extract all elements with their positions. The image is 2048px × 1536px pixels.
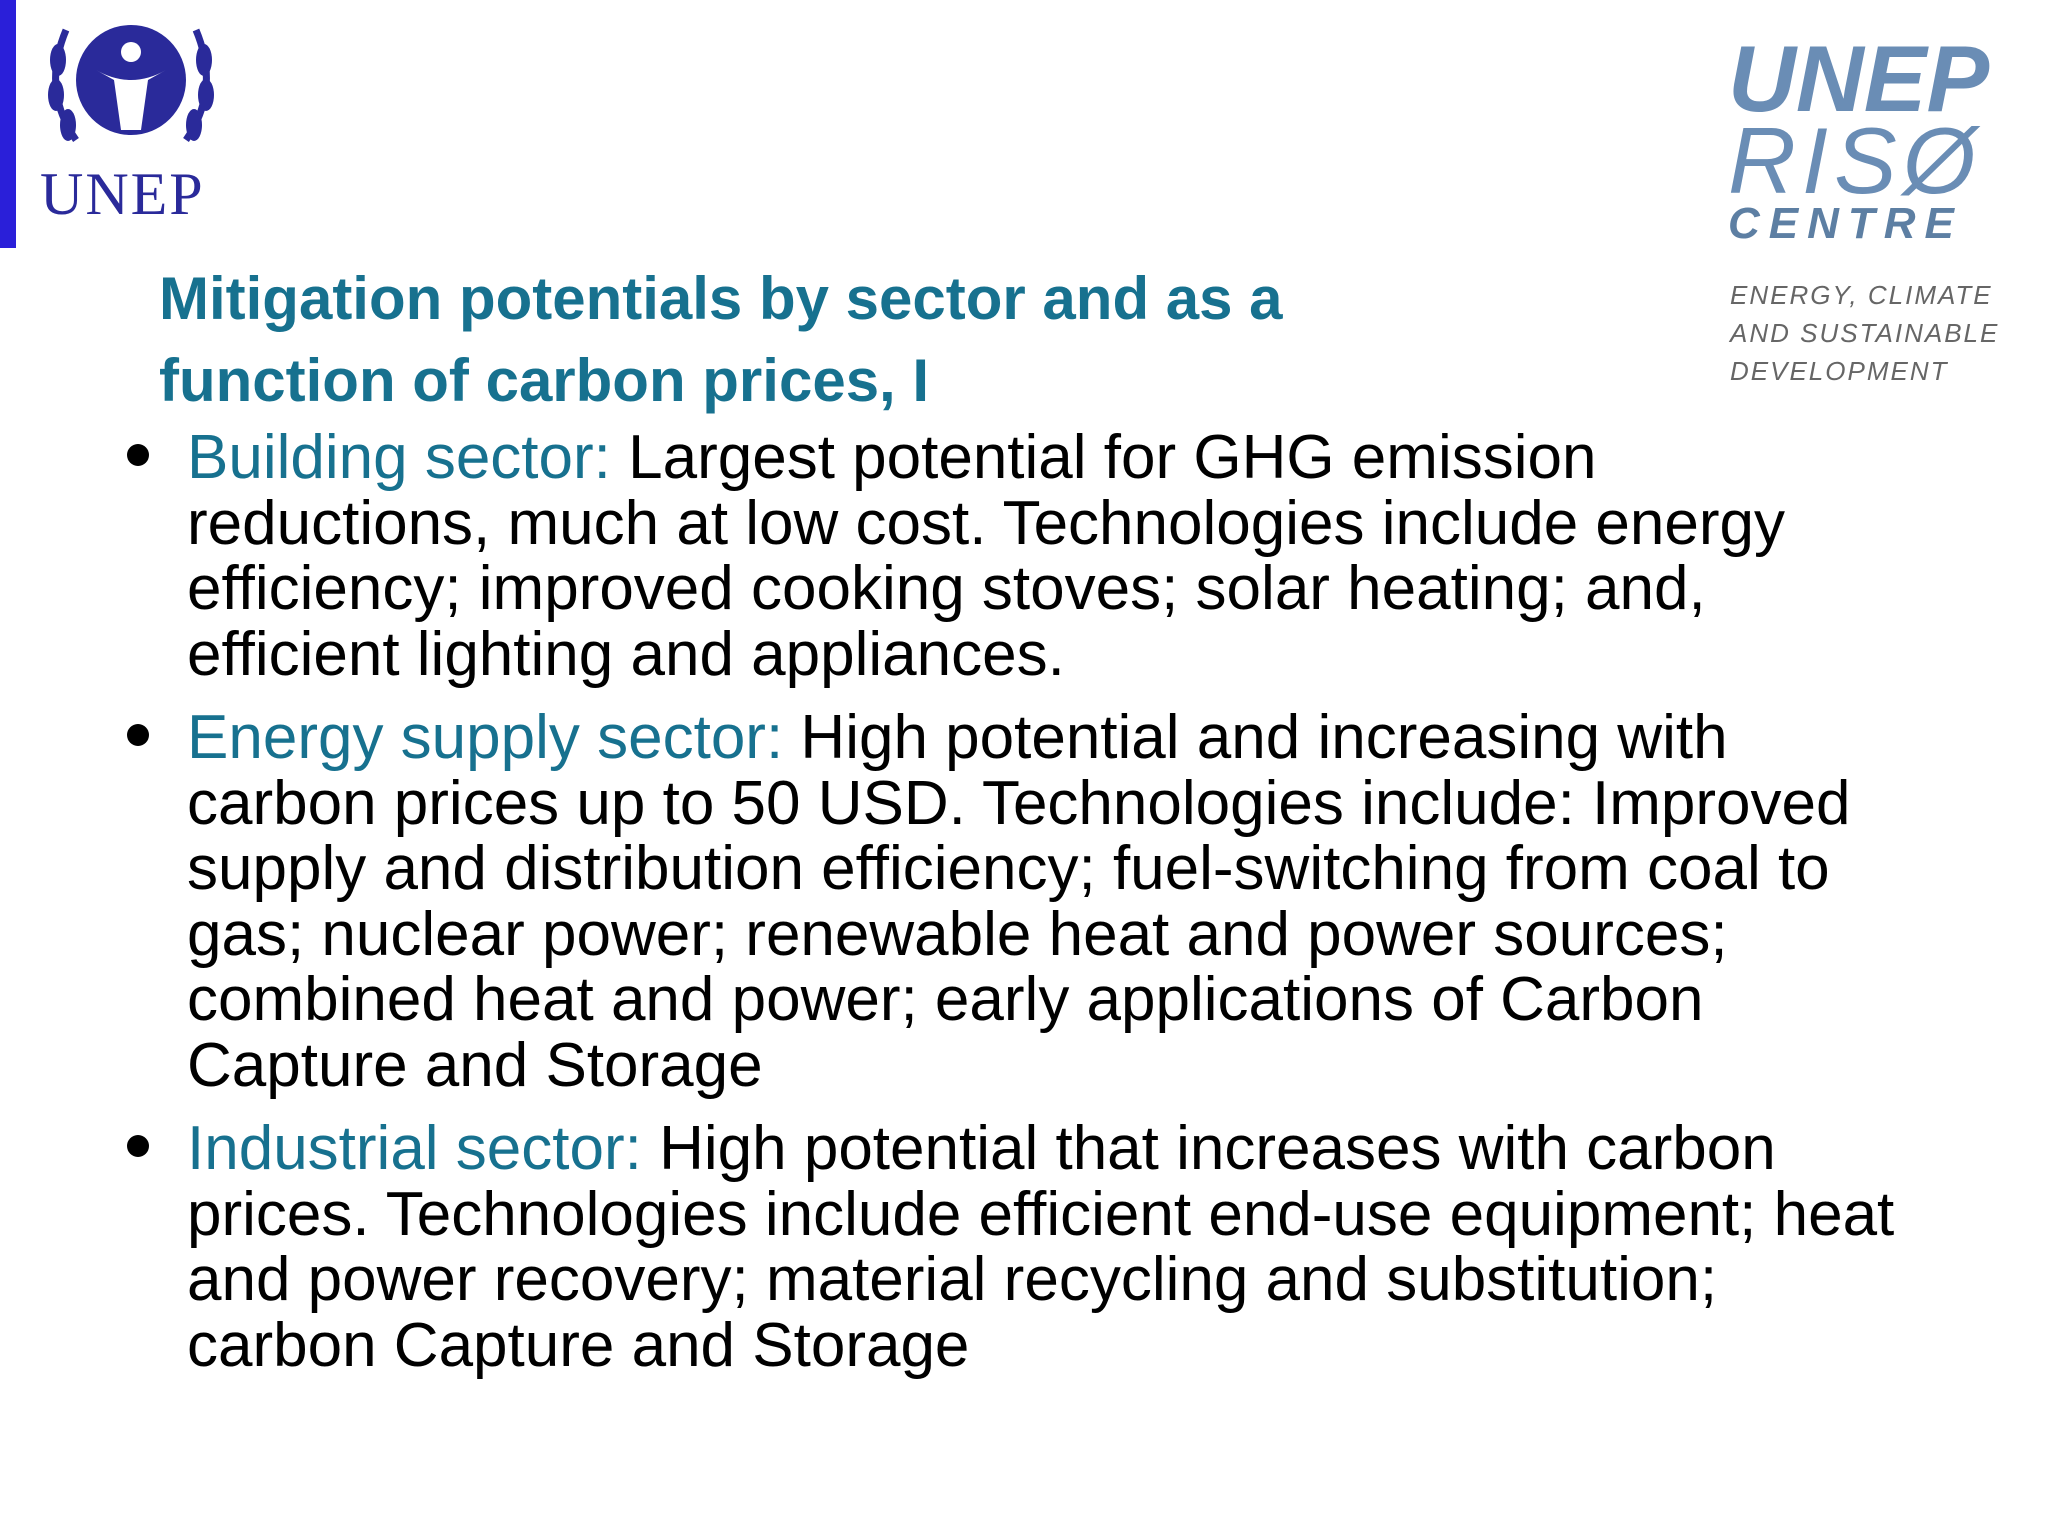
bullet-item: Building sector: Largest potential for G… — [127, 423, 1899, 689]
bullet-list: Building sector: Largest potential for G… — [127, 423, 1899, 1396]
bullet-text: High potential and increasing with carbo… — [187, 703, 1851, 1100]
bullet-text: High potential that increases with carbo… — [187, 1114, 1895, 1380]
tagline-line: AND SUSTAINABLE — [1730, 318, 2000, 348]
logo-tagline: ENERGY, CLIMATE AND SUSTAINABLE DEVELOPM… — [1730, 276, 1999, 390]
bullet-text: Largest potential for GHG emission reduc… — [187, 423, 1785, 689]
tagline-line: DEVELOPMENT — [1730, 356, 1949, 386]
bullet-item: Industrial sector: High potential that i… — [127, 1114, 1899, 1380]
title-line: Mitigation potentials by sector and as a — [159, 265, 1283, 332]
bullet-label: Energy supply sector: — [187, 703, 784, 772]
logo-text: CENTRE — [1728, 199, 1963, 248]
unep-emblem — [48, 25, 214, 143]
bullet-label: Building sector: — [187, 423, 611, 492]
logo-text: UNEP — [40, 161, 205, 227]
title-line: function of carbon prices, I — [159, 347, 930, 414]
bullet-item: Energy supply sector: High potential and… — [127, 703, 1899, 1100]
tagline-line: ENERGY, CLIMATE — [1730, 280, 1993, 310]
logo-text: UNEP — [1728, 26, 1990, 131]
logo-text: RISØ — [1728, 108, 1982, 213]
accent-bar — [0, 0, 16, 248]
bullet-label: Industrial sector: — [187, 1114, 642, 1183]
slide-title: Mitigation potentials by sector and as a… — [159, 258, 1283, 422]
